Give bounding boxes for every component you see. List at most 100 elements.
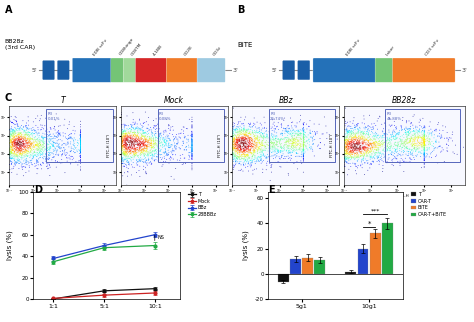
Point xyxy=(6,147,13,152)
Point xyxy=(409,114,417,119)
Point xyxy=(11,141,19,146)
Point xyxy=(76,148,83,153)
Point xyxy=(340,153,347,158)
Point xyxy=(121,128,128,133)
Point xyxy=(12,142,20,147)
Point xyxy=(236,157,243,162)
Point xyxy=(170,128,177,133)
Point xyxy=(29,141,36,147)
Point xyxy=(123,150,130,155)
Point xyxy=(305,137,312,142)
Point xyxy=(123,123,130,128)
Point xyxy=(236,147,244,153)
Point xyxy=(300,122,307,128)
Point xyxy=(232,154,239,159)
Point xyxy=(418,135,426,140)
Point xyxy=(366,140,374,146)
Point xyxy=(364,149,371,154)
Point xyxy=(249,144,256,149)
Point xyxy=(357,133,365,138)
Point xyxy=(354,154,361,159)
Point xyxy=(342,128,350,134)
Point xyxy=(122,154,130,159)
Point xyxy=(390,144,398,149)
Point xyxy=(355,142,362,147)
Point xyxy=(33,146,40,151)
Title: BBz: BBz xyxy=(278,97,293,106)
Point xyxy=(126,130,134,136)
Point xyxy=(239,140,246,146)
Point xyxy=(274,127,282,132)
Point xyxy=(77,144,84,149)
Point xyxy=(155,151,163,156)
Point xyxy=(58,145,65,150)
Point xyxy=(9,147,17,152)
Point xyxy=(132,148,140,153)
Point xyxy=(349,131,356,136)
Point xyxy=(121,152,129,157)
Point xyxy=(28,145,36,150)
Point xyxy=(414,134,422,139)
Point xyxy=(352,125,359,130)
Point xyxy=(121,131,129,136)
Point xyxy=(343,127,350,132)
Point xyxy=(402,144,410,149)
Point xyxy=(8,151,16,156)
Point xyxy=(350,115,358,120)
Point xyxy=(126,134,133,139)
Point xyxy=(347,130,355,136)
Point xyxy=(67,135,74,140)
Point xyxy=(122,130,130,136)
Point xyxy=(349,133,356,138)
Point xyxy=(45,147,52,152)
Point xyxy=(13,142,21,147)
Point xyxy=(137,158,145,164)
Point xyxy=(237,130,245,135)
Point xyxy=(420,151,428,156)
Point xyxy=(291,133,298,138)
Point xyxy=(294,139,301,144)
Point xyxy=(167,149,175,154)
Point xyxy=(245,145,252,150)
Point xyxy=(255,137,263,142)
Point xyxy=(356,142,364,147)
Point xyxy=(235,150,243,155)
Point xyxy=(66,156,74,162)
Point xyxy=(364,128,372,133)
Point xyxy=(340,142,347,147)
Point xyxy=(360,136,368,141)
Point xyxy=(369,134,376,139)
Point xyxy=(128,122,136,128)
Point xyxy=(120,138,128,144)
Point xyxy=(293,132,301,137)
Point xyxy=(300,135,307,140)
Point xyxy=(139,149,147,155)
Point xyxy=(366,146,374,151)
Point xyxy=(359,134,367,139)
Point xyxy=(394,153,401,158)
Point xyxy=(345,145,353,150)
Point xyxy=(11,149,18,155)
Point xyxy=(21,141,28,146)
Point xyxy=(228,150,236,155)
Point xyxy=(9,151,17,156)
Point xyxy=(152,135,159,140)
Point xyxy=(152,134,159,139)
Point xyxy=(360,117,368,122)
Point xyxy=(240,156,248,161)
Point xyxy=(269,136,277,141)
Point xyxy=(343,135,350,140)
Point xyxy=(442,124,449,129)
Point xyxy=(150,137,157,142)
Point xyxy=(388,162,396,167)
Point xyxy=(364,153,371,158)
Point xyxy=(121,151,128,156)
Point xyxy=(188,165,196,170)
Point xyxy=(265,143,273,148)
Point xyxy=(9,134,17,139)
Point xyxy=(77,134,84,139)
Point xyxy=(292,139,300,144)
Point xyxy=(118,134,125,139)
Point xyxy=(121,148,129,154)
Point xyxy=(259,126,266,131)
